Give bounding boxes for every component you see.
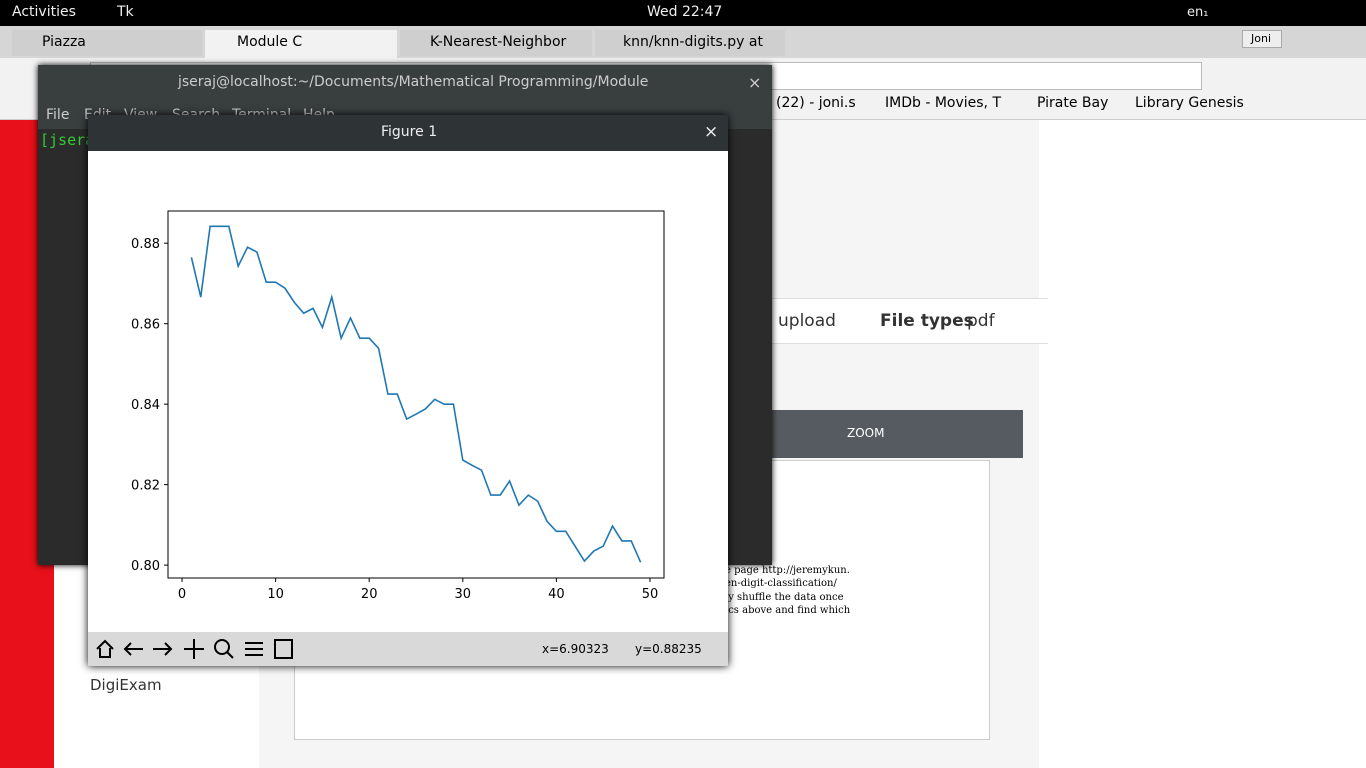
tab-strip: Piazza Module C K-Nearest-Neighbor knn/k… bbox=[0, 26, 1366, 58]
upload-link[interactable]: upload bbox=[778, 311, 836, 331]
x-tick-label: 40 bbox=[548, 587, 565, 602]
toolbar-buttons[interactable] bbox=[91, 636, 299, 662]
coord-x: x=6.90323 bbox=[542, 642, 609, 656]
tab-title: Piazza bbox=[42, 34, 86, 50]
terminal-title: jseraj@localhost:~/Documents/Mathematica… bbox=[178, 74, 649, 90]
tab-title: Module C bbox=[237, 34, 303, 50]
bookmark[interactable]: (22) - joni.s bbox=[776, 95, 856, 111]
close-button[interactable]: × bbox=[748, 73, 762, 92]
plot-frame bbox=[167, 210, 665, 579]
close-button[interactable]: × bbox=[704, 122, 719, 142]
x-tick-label: 30 bbox=[455, 587, 472, 602]
tab-title: K-Nearest-Neighbor bbox=[430, 34, 567, 50]
activities[interactable]: Activities bbox=[12, 4, 76, 20]
figure-title: Figure 1 bbox=[381, 124, 438, 140]
y-tick-label: 0.82 bbox=[131, 479, 160, 494]
terminal-titlebar: jseraj@localhost:~/Documents/Mathematica… bbox=[38, 65, 772, 101]
bookmark[interactable]: IMDb - Movies, T bbox=[885, 95, 1002, 111]
file-types-label: File types bbox=[880, 311, 974, 331]
y-tick-label: 0.86 bbox=[131, 318, 160, 333]
toolbar-icons bbox=[96, 639, 293, 659]
x-tick-label: 20 bbox=[361, 587, 378, 602]
clock[interactable]: Wed 22:47 bbox=[647, 4, 723, 20]
x-tick-label: 0 bbox=[178, 587, 186, 602]
pdf-text: ics above and find which bbox=[725, 605, 851, 616]
x-tick-label: 50 bbox=[642, 587, 659, 602]
profile-name: Joni bbox=[1251, 32, 1272, 45]
bookmark[interactable]: Pirate Bay bbox=[1037, 95, 1109, 111]
data-line bbox=[190, 225, 642, 563]
nav-item[interactable]: DigiExam bbox=[90, 676, 162, 694]
y-tick-label: 0.88 bbox=[131, 237, 160, 252]
pdf-toolbar: ZOOM bbox=[772, 410, 1023, 458]
zoom-label: ZOOM bbox=[847, 426, 885, 440]
keyboard-layout[interactable]: en₁ bbox=[1187, 5, 1209, 20]
bookmark[interactable]: Library Genesis bbox=[1135, 95, 1244, 111]
tab-title: knn/knn-digits.py at bbox=[623, 34, 763, 50]
menu-item[interactable]: File bbox=[46, 107, 70, 123]
pdf-text: ly shuffle the data once bbox=[725, 592, 844, 603]
tab[interactable]: Piazza bbox=[12, 30, 202, 56]
profile[interactable]: Joni bbox=[1242, 30, 1282, 48]
top-bar: Activities Tk Wed 22:47 en₁ bbox=[0, 0, 1366, 26]
chart: 0.80 0.82 0.84 0.86 0.88 0 10 20 30 40 50 bbox=[131, 210, 665, 602]
file-types-value: pdf bbox=[967, 311, 995, 331]
pdf-text: en-digit-classification/ bbox=[725, 578, 837, 589]
tab-active[interactable]: Module C bbox=[205, 30, 397, 58]
coord-y: y=0.88235 bbox=[635, 642, 702, 656]
figure-toolbar: x=6.90323 y=0.88235 bbox=[88, 632, 728, 666]
tab[interactable]: K-Nearest-Neighbor bbox=[400, 30, 592, 56]
app-menu[interactable]: Tk bbox=[117, 4, 134, 20]
figure-titlebar: Figure 1 × bbox=[88, 115, 728, 151]
x-tick-label: 10 bbox=[267, 587, 284, 602]
tab[interactable]: knn/knn-digits.py at bbox=[595, 30, 785, 56]
pdf-text: e page http://jeremykun. bbox=[725, 565, 850, 576]
y-tick-label: 0.80 bbox=[131, 559, 160, 574]
figure-window: Figure 1 × 0.80 0.82 0.84 0.86 0.88 0 10 20 30 40… bbox=[88, 115, 728, 666]
y-tick-label: 0.84 bbox=[131, 398, 160, 413]
terminal-prompt: [jsera bbox=[40, 131, 95, 149]
